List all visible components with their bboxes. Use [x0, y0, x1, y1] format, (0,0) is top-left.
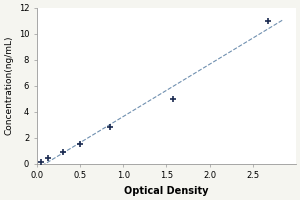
- Y-axis label: Concentration(ng/mL): Concentration(ng/mL): [4, 36, 13, 135]
- X-axis label: Optical Density: Optical Density: [124, 186, 208, 196]
